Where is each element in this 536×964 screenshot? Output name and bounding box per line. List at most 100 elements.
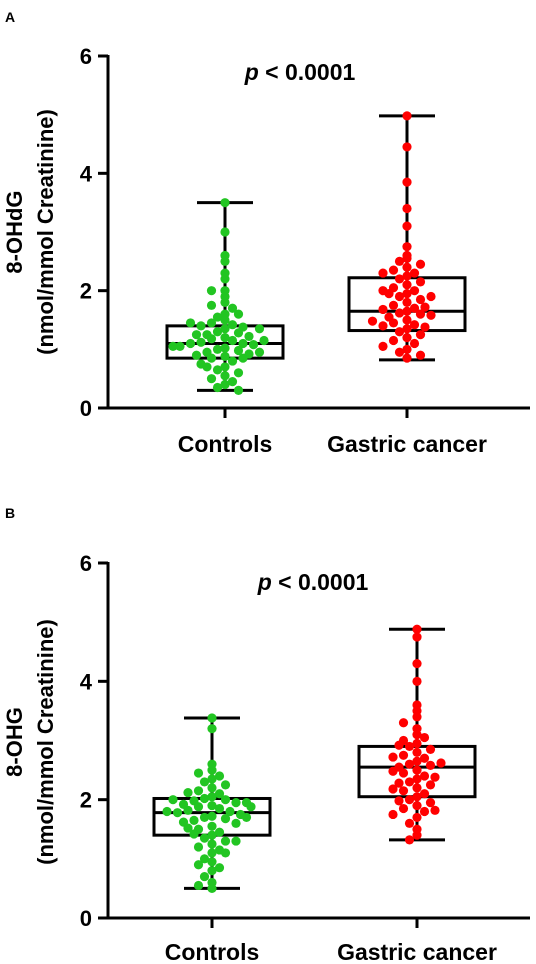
data-point xyxy=(412,756,422,766)
data-point xyxy=(220,780,231,790)
data-point xyxy=(378,304,388,315)
category-label: Controls xyxy=(165,939,260,964)
axes: 0 2 4 6 Controls Gastric cancer xyxy=(80,551,530,964)
data-point xyxy=(402,242,412,252)
p-symbol: p xyxy=(257,569,272,595)
data-point xyxy=(193,880,204,891)
data-point xyxy=(244,331,254,342)
y-tick-label: 0 xyxy=(80,906,92,931)
data-point xyxy=(409,286,420,296)
data-point xyxy=(212,382,223,393)
data-point xyxy=(415,309,426,319)
data-point xyxy=(412,812,422,823)
data-point xyxy=(238,353,248,363)
data-point xyxy=(426,291,436,302)
data-point xyxy=(415,294,426,305)
data-point xyxy=(206,286,217,296)
data-point xyxy=(199,777,210,787)
p-value-annotation: p < 0.0001 xyxy=(257,569,369,595)
data-point xyxy=(214,863,225,873)
data-point xyxy=(402,315,412,325)
data-point xyxy=(412,738,422,749)
data-point xyxy=(398,786,409,796)
data-point xyxy=(189,815,199,825)
data-point xyxy=(388,809,398,820)
data-point xyxy=(412,792,422,802)
data-point xyxy=(402,142,412,152)
data-point xyxy=(412,624,422,634)
data-point xyxy=(162,806,172,817)
data-point xyxy=(233,368,244,378)
plot-marks xyxy=(152,624,477,894)
data-point xyxy=(207,821,217,831)
data-point xyxy=(207,792,217,802)
data-point xyxy=(227,303,238,313)
data-point xyxy=(214,803,225,814)
data-point xyxy=(394,740,404,750)
p-value-annotation: p < 0.0001 xyxy=(244,59,356,85)
data-point xyxy=(394,256,405,266)
data-point xyxy=(420,302,430,312)
data-point xyxy=(191,350,202,360)
data-point xyxy=(207,783,217,793)
data-point xyxy=(402,203,412,214)
data-point xyxy=(425,798,436,808)
data-point xyxy=(402,177,412,187)
data-point xyxy=(233,309,244,319)
data-point xyxy=(196,321,206,331)
data-point xyxy=(183,823,193,833)
y-tick-label: 6 xyxy=(80,551,92,576)
data-point xyxy=(415,277,426,287)
data-point xyxy=(398,750,409,760)
data-point xyxy=(193,842,204,852)
data-point xyxy=(402,344,412,354)
data-point xyxy=(196,337,206,347)
data-point xyxy=(175,341,185,351)
data-point xyxy=(227,320,238,330)
data-point xyxy=(220,274,230,284)
p-value-text: < 0.0001 xyxy=(272,569,369,595)
data-point xyxy=(214,771,225,781)
data-point xyxy=(233,345,244,356)
data-point xyxy=(207,857,217,867)
data-point xyxy=(412,712,422,722)
data-point xyxy=(207,713,217,723)
data-point xyxy=(189,829,199,839)
data-point xyxy=(227,335,238,346)
data-point xyxy=(367,316,378,326)
data-point xyxy=(402,324,412,334)
data-point xyxy=(220,351,230,361)
data-point xyxy=(388,318,399,328)
data-point xyxy=(378,321,388,331)
panel-letter: A xyxy=(5,9,15,25)
y-axis-label: 8-OHG (nmol/mmol Creatinine) xyxy=(2,619,58,865)
data-point xyxy=(238,338,248,349)
data-point xyxy=(394,778,404,788)
p-symbol: p xyxy=(244,59,259,85)
data-point xyxy=(420,322,430,332)
data-point xyxy=(412,676,422,686)
data-point xyxy=(199,833,210,843)
y-tick-label: 6 xyxy=(80,44,92,69)
data-point xyxy=(233,328,244,338)
data-point xyxy=(415,350,426,360)
data-point xyxy=(394,308,405,318)
data-point xyxy=(233,385,244,395)
data-point xyxy=(185,318,196,328)
data-point xyxy=(220,343,230,353)
data-point xyxy=(220,297,230,307)
data-point xyxy=(402,353,412,363)
data-point xyxy=(206,300,217,310)
data-point xyxy=(220,371,230,381)
data-point xyxy=(402,262,412,272)
data-point xyxy=(191,330,202,340)
data-point xyxy=(231,836,241,846)
data-point xyxy=(241,812,252,823)
data-point xyxy=(193,802,204,812)
panel-b: B 8-OHG (nmol/mmol Creatinine) p < 0.000… xyxy=(2,505,530,964)
data-point xyxy=(412,800,422,811)
data-point xyxy=(409,303,420,313)
data-point xyxy=(207,724,217,734)
data-point xyxy=(231,818,241,828)
data-point xyxy=(220,227,230,237)
